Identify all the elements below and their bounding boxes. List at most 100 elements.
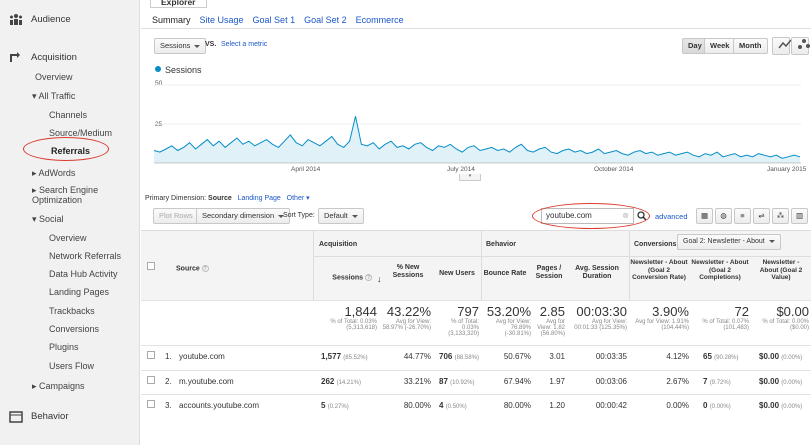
sidebar-item-campaigns[interactable]: ▸ Campaigns <box>32 381 85 391</box>
view-performance-button[interactable]: ≡ <box>734 208 751 224</box>
dimension-other[interactable]: Other ▾ <box>286 195 310 202</box>
row-index: 2. <box>165 377 172 386</box>
sidebar-item-network-referrals[interactable]: Network Referrals <box>49 251 122 261</box>
row-completions-value: 7 <box>703 377 708 386</box>
vs-label: VS. <box>205 41 217 48</box>
dimension-landing-page[interactable]: Landing Page <box>237 195 281 202</box>
view-term-cloud-button[interactable]: ⁂ <box>772 208 789 224</box>
row-checkbox[interactable] <box>147 400 155 408</box>
row-completions: 65 (90.28%) <box>703 352 739 361</box>
col-avg-duration[interactable]: Avg. Session Duration <box>575 265 619 280</box>
row-conv-rate: 4.12% <box>666 352 689 361</box>
col-new-users[interactable]: New Users <box>439 270 475 277</box>
col-goal2-value[interactable]: Newsletter - About (Goal 2 Value) <box>759 259 803 281</box>
sidebar: Audience Acquisition Overview ▾ All Traf… <box>0 0 140 445</box>
row-value-pct: (0.00%) <box>781 404 803 410</box>
sidebar-item-social-overview[interactable]: Overview <box>49 233 87 243</box>
sidebar-item-all-traffic[interactable]: ▾ All Traffic <box>32 91 76 101</box>
row-conv-rate: 2.67% <box>666 377 689 386</box>
sort-desc-icon[interactable]: ↓ <box>377 274 382 284</box>
tab-goal-set-2[interactable]: Goal Set 2 <box>304 15 347 25</box>
total-new-sessions-sub: Avg for View: 58.97% (-26.70%) <box>382 319 431 331</box>
total-pages: 2.85 <box>539 304 565 319</box>
help-icon[interactable]: ? <box>365 274 372 281</box>
help-icon[interactable]: ? <box>201 265 209 272</box>
col-goal2-completions[interactable]: Newsletter - About (Goal 2 Completions) <box>691 259 749 281</box>
view-comparison-button[interactable]: ⇌ <box>753 208 770 224</box>
sidebar-item-audience[interactable]: Audience <box>31 14 71 25</box>
campaigns-label: Campaigns <box>39 381 85 391</box>
sidebar-item-source-medium[interactable]: Source/Medium <box>49 128 113 138</box>
row-source-link[interactable]: youtube.com <box>179 352 225 361</box>
view-pivot-button[interactable]: ▥ <box>791 208 808 224</box>
chart-collapse-handle[interactable]: ▾ <box>459 174 481 181</box>
tab-goal-set-1[interactable]: Goal Set 1 <box>252 15 296 25</box>
row-new-sessions: 44.77% <box>403 352 431 361</box>
tab-site-usage[interactable]: Site Usage <box>199 15 244 25</box>
col-source[interactable]: Source ? <box>176 265 209 272</box>
total-value-sub: % of Total: 0.00% ($0.00) <box>762 319 809 331</box>
sidebar-item-social[interactable]: ▾ Social <box>32 214 64 224</box>
goal-select[interactable]: Goal 2: Newsletter - About <box>677 234 781 250</box>
row-pages: 1.20 <box>549 401 565 410</box>
advanced-link[interactable]: advanced <box>655 212 688 221</box>
sidebar-item-plugins[interactable]: Plugins <box>49 342 79 352</box>
chevron-down-icon <box>768 239 775 243</box>
row-completions: 7 (9.72%) <box>703 377 731 386</box>
sidebar-item-adwords[interactable]: ▸ AdWords <box>32 168 76 178</box>
row-completions-pct: (0.00%) <box>709 404 731 410</box>
tab-explorer[interactable]: Explorer <box>150 0 207 8</box>
col-sessions[interactable]: Sessions ? <box>317 274 372 281</box>
plot-rows-button[interactable]: Plot Rows <box>153 208 199 224</box>
secondary-dimension-select[interactable]: Secondary dimension <box>196 208 291 224</box>
x-label-april-2014: April 2014 <box>291 166 321 173</box>
sidebar-item-users-flow[interactable]: Users Flow <box>49 361 95 371</box>
select-metric-link[interactable]: Select a metric <box>221 41 268 48</box>
day-button[interactable]: Day <box>682 38 708 54</box>
view-table-button[interactable]: ▦ <box>696 208 713 224</box>
col-bounce-rate[interactable]: Bounce Rate <box>483 270 527 277</box>
motion-chart-button[interactable] <box>791 37 810 55</box>
month-button[interactable]: Month <box>733 38 768 54</box>
week-button[interactable]: Week <box>704 38 736 54</box>
x-label-july-2014: July 2014 <box>447 166 475 173</box>
sidebar-item-conversions[interactable]: Conversions <box>49 324 100 334</box>
col-pages-session[interactable]: Pages / Session <box>535 265 563 280</box>
row-checkbox[interactable] <box>147 376 155 384</box>
tab-ecommerce[interactable]: Ecommerce <box>355 15 404 25</box>
row-sessions-value: 1,577 <box>321 352 342 361</box>
sidebar-item-overview[interactable]: Overview <box>35 72 73 82</box>
dimension-source[interactable]: Source <box>208 195 232 202</box>
chevron-down-icon <box>278 214 285 218</box>
row-new-users: 706 (88.58%) <box>439 352 479 361</box>
group-conversions: Conversions <box>634 241 677 248</box>
sidebar-item-acquisition[interactable]: Acquisition <box>31 52 77 63</box>
primary-dimension-label: Primary Dimension: <box>145 195 207 202</box>
col-goal2-conv-rate[interactable]: Newsletter - About (Goal 2 Conversion Ra… <box>630 259 688 281</box>
row-conv-rate: 0.00% <box>666 401 689 410</box>
goal-select-label: Goal 2: Newsletter - About <box>683 238 765 245</box>
row-new-users-pct: (0.50%) <box>445 404 467 410</box>
view-pie-button[interactable]: ◍ <box>715 208 732 224</box>
row-value: $0.00 (0.00%) <box>759 377 802 386</box>
row-source-link[interactable]: m.youtube.com <box>179 377 234 386</box>
row-source-link[interactable]: accounts.youtube.com <box>179 401 260 410</box>
sidebar-item-trackbacks[interactable]: Trackbacks <box>49 306 95 316</box>
row-checkbox[interactable] <box>147 351 155 359</box>
referrals-highlight-circle <box>23 137 109 161</box>
row-new-users: 87 (10.92%) <box>439 377 475 386</box>
line-chart-button[interactable] <box>772 37 792 55</box>
row-value-value: $0.00 <box>759 352 780 361</box>
sidebar-item-channels[interactable]: Channels <box>49 110 88 120</box>
sort-type-select[interactable]: Default <box>318 208 364 224</box>
select-all-checkbox[interactable] <box>147 262 155 270</box>
adwords-label: AdWords <box>38 168 76 178</box>
sidebar-item-behavior[interactable]: Behavior <box>31 411 69 422</box>
metric-select[interactable]: Sessions <box>154 38 207 54</box>
row-index: 1. <box>165 352 172 361</box>
sidebar-item-seo[interactable]: ▸ Search Engine Optimization <box>32 185 99 205</box>
col-new-sessions[interactable]: % New Sessions <box>392 264 424 279</box>
sidebar-item-data-hub-activity[interactable]: Data Hub Activity <box>49 269 118 279</box>
tab-summary[interactable]: Summary <box>152 15 191 25</box>
sidebar-item-landing-pages[interactable]: Landing Pages <box>49 287 110 297</box>
